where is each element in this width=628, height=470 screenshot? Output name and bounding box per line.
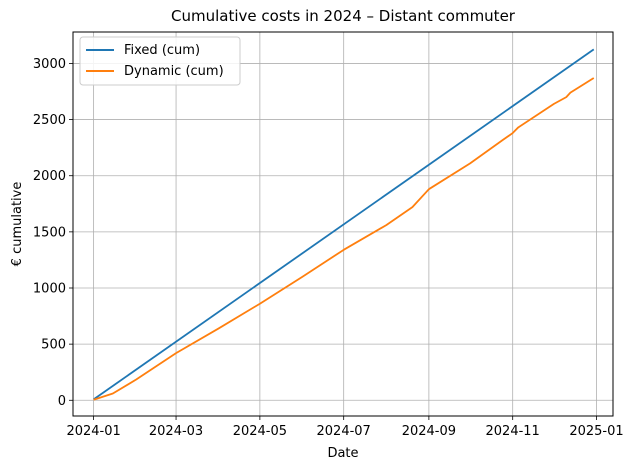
x-tick-label: 2024-09	[402, 424, 456, 439]
series-line-fixed	[93, 48, 595, 401]
legend-box	[79, 36, 241, 86]
y-tick-label: 1500	[33, 225, 66, 240]
y-tick-label: 2000	[33, 169, 66, 184]
x-axis-ticks: 2024-01 2024-03 2024-05 2024-07 2024-09 2024-…	[66, 416, 624, 439]
y-tick-label: 3000	[33, 57, 66, 72]
chart-title: Cumulative costs in 2024 – Distant commu…	[171, 7, 516, 25]
grid	[73, 32, 613, 416]
y-tick-label: 2500	[33, 113, 66, 128]
x-tick-label: 2024-03	[149, 424, 203, 439]
y-axis-ticks: 0 500 1000 1500 2000 2500 3000	[33, 57, 73, 409]
x-axis-label: Date	[327, 446, 358, 461]
y-tick-label: 1000	[33, 282, 66, 297]
y-tick-label: 0	[58, 394, 66, 409]
legend: Fixed (cum) Dynamic (cum)	[79, 36, 241, 86]
plot-frame	[72, 31, 614, 417]
legend-entry-dynamic: Dynamic (cum)	[124, 64, 224, 79]
x-tick-label: 2024-07	[317, 424, 371, 439]
legend-entry-fixed: Fixed (cum)	[124, 43, 200, 58]
x-tick-label: 2025-01	[569, 424, 623, 439]
y-tick-label: 500	[41, 338, 66, 353]
x-tick-label: 2024-01	[66, 424, 120, 439]
series-line-dynamic	[93, 77, 595, 401]
x-tick-label: 2024-05	[233, 424, 287, 439]
series-layer	[93, 48, 595, 401]
y-axis-label: € cumulative	[10, 182, 25, 267]
x-tick-label: 2024-11	[486, 424, 540, 439]
